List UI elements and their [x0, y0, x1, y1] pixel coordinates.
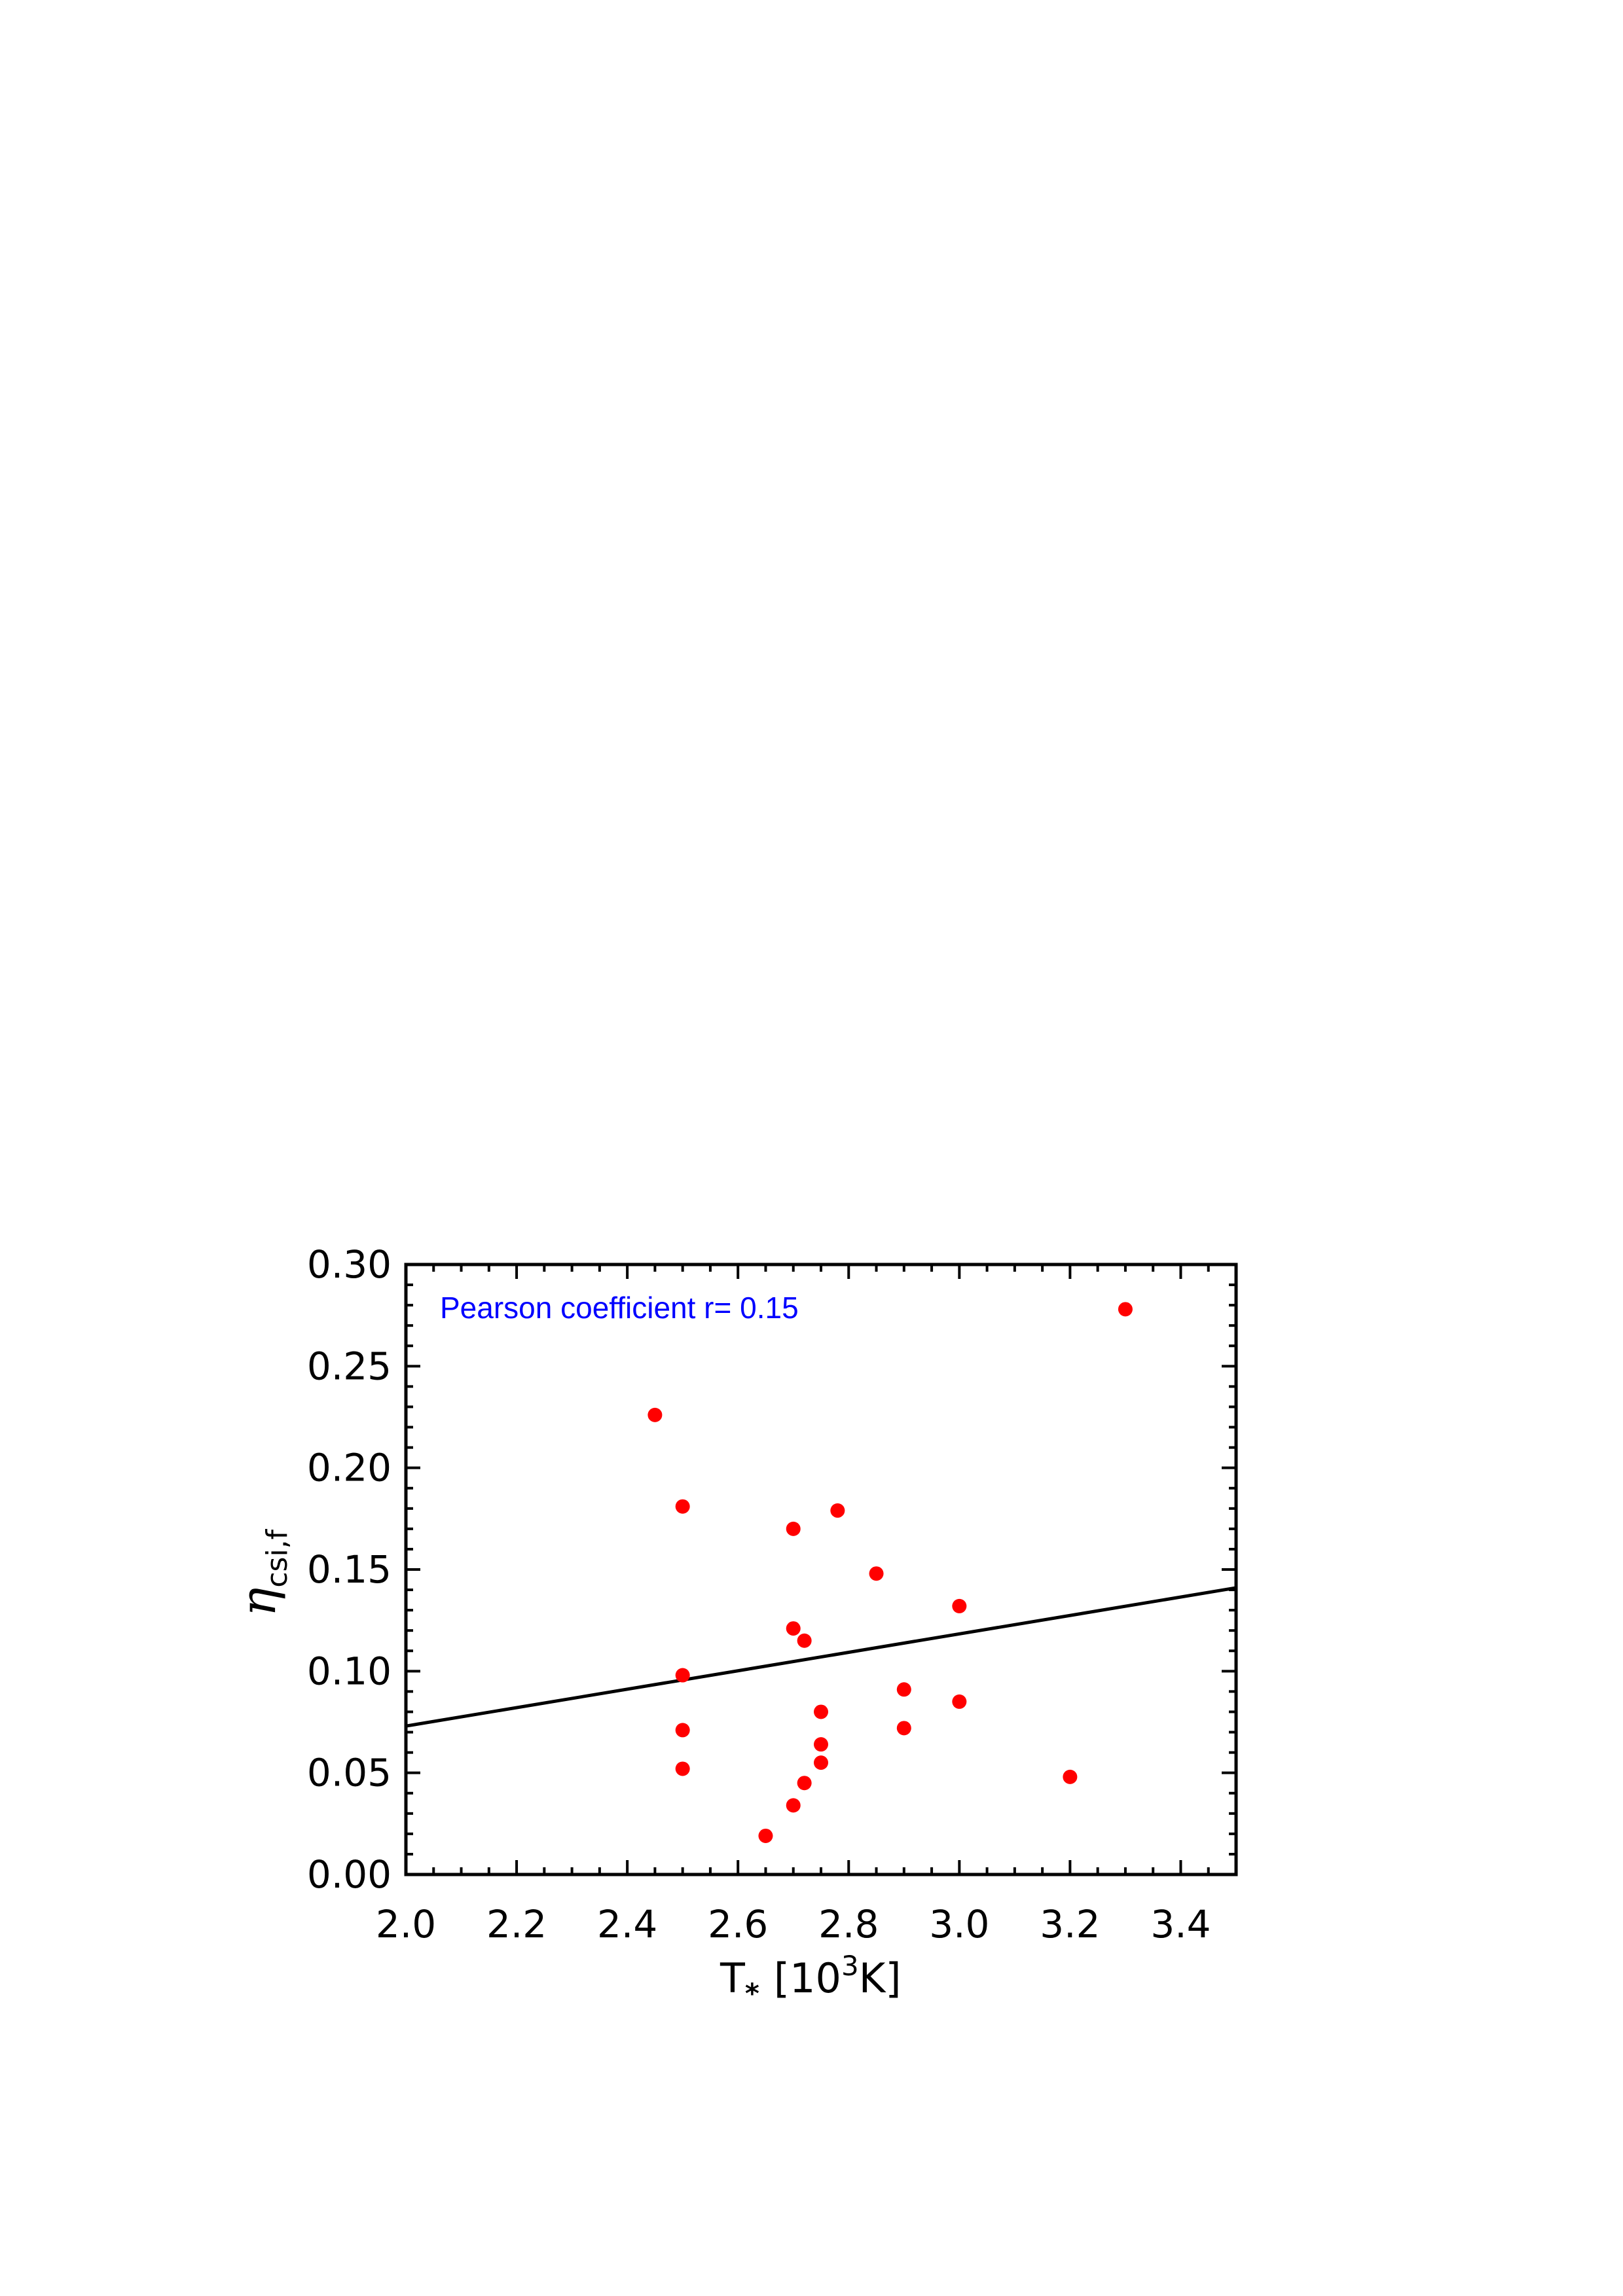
data-point: [758, 1828, 773, 1843]
data-point: [952, 1598, 967, 1613]
y-tick-label: 0.10: [307, 1649, 392, 1693]
y-tick-label: 0.15: [307, 1547, 392, 1592]
x-tick-label: 2.2: [486, 1902, 547, 1946]
x-axis-label-bracket-open: [: [774, 1954, 790, 2002]
data-point: [814, 1704, 828, 1719]
data-point: [797, 1776, 812, 1791]
data-point: [896, 1721, 911, 1736]
y-tick-label: 0.05: [307, 1751, 392, 1795]
x-axis-label-main: T: [720, 1954, 746, 2002]
x-tick-label: 2.8: [818, 1902, 879, 1946]
x-axis-label-base: 10: [790, 1954, 841, 2002]
data-point: [1118, 1302, 1133, 1317]
x-tick-label: 2.0: [376, 1902, 436, 1946]
x-tick-label: 3.4: [1150, 1902, 1211, 1946]
data-point: [797, 1633, 812, 1648]
data-point: [786, 1521, 801, 1536]
x-axis-label-bracket-close: ]: [885, 1954, 901, 2002]
x-tick-label: 2.4: [597, 1902, 657, 1946]
plot-frame: [404, 1263, 1238, 1876]
data-point: [675, 1723, 690, 1738]
x-axis-label: T* [103K]: [720, 1950, 902, 2009]
pearson-annotation: Pearson coefficient r= 0.15: [440, 1291, 799, 1325]
data-point: [896, 1682, 911, 1697]
data-point: [814, 1755, 828, 1770]
x-tick-label: 3.0: [929, 1902, 989, 1946]
y-axis-ticks: 0.00 0.05 0.10 0.15 0.20 0.25 0.30: [307, 1242, 1236, 1897]
data-point: [786, 1621, 801, 1636]
data-points: [647, 1302, 1133, 1843]
y-axis-label: ηcsi,f: [230, 1528, 294, 1617]
data-point: [952, 1694, 967, 1709]
data-point: [647, 1407, 663, 1422]
data-point: [814, 1737, 828, 1752]
y-tick-label: 0.00: [307, 1852, 392, 1897]
fit-line-layer: [405, 1586, 1237, 1728]
x-axis-ticks: 2.0 2.2 2.4 2.6 2.8 3.0 3.2 3.4: [376, 1265, 1237, 1946]
data-point: [830, 1503, 845, 1518]
x-tick-label: 2.6: [708, 1902, 768, 1946]
data-point: [675, 1761, 690, 1776]
data-point: [675, 1499, 690, 1514]
y-axis-label-main: η: [230, 1588, 287, 1617]
y-tick-label: 0.30: [307, 1242, 392, 1287]
data-point: [786, 1798, 801, 1813]
data-point: [675, 1668, 690, 1683]
x-tick-label: 3.2: [1040, 1902, 1100, 1946]
data-point: [1063, 1769, 1078, 1784]
x-axis-label-exponent: 3: [841, 1950, 859, 1982]
y-tick-label: 0.25: [307, 1344, 392, 1388]
y-axis-label-subscript: csi,f: [261, 1528, 294, 1587]
x-axis-label-unit: K: [859, 1954, 886, 2002]
y-tick-label: 0.20: [307, 1446, 392, 1490]
x-axis-label-subscript: *: [745, 1977, 759, 2009]
regression-line: [405, 1586, 1237, 1728]
data-point: [869, 1566, 884, 1581]
